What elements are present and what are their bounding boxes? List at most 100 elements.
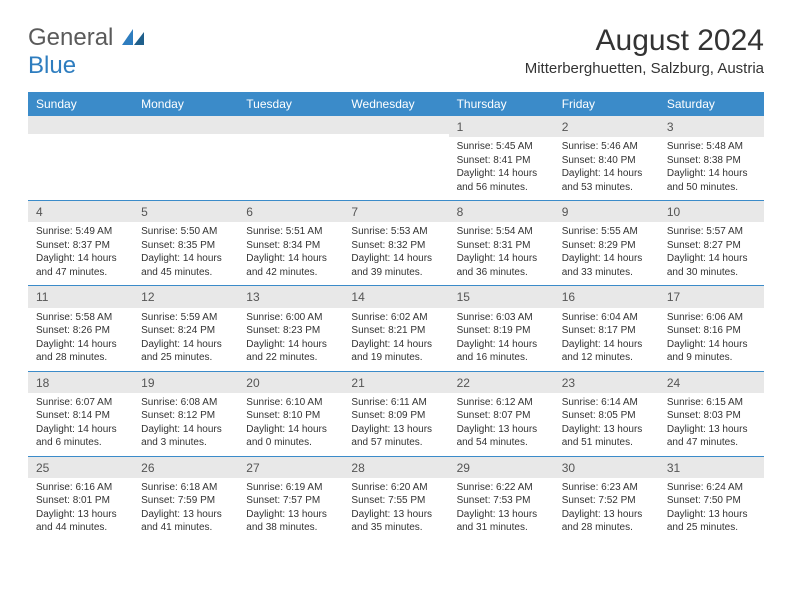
daylight: and 12 minutes. [562, 351, 651, 365]
calendar-week: 25Sunrise: 6:16 AMSunset: 8:01 PMDayligh… [28, 456, 764, 541]
calendar-cell: 13Sunrise: 6:00 AMSunset: 8:23 PMDayligh… [238, 286, 343, 371]
sunrise: Sunrise: 6:12 AM [457, 396, 546, 410]
calendar-cell: 18Sunrise: 6:07 AMSunset: 8:14 PMDayligh… [28, 371, 133, 456]
daylight: Daylight: 14 hours [36, 252, 125, 266]
title-block: August 2024 Mitterberghuetten, Salzburg,… [525, 24, 764, 77]
daylight: and 38 minutes. [246, 521, 335, 535]
weekday-row: SundayMondayTuesdayWednesdayThursdayFrid… [28, 92, 764, 116]
daylight: and 30 minutes. [667, 266, 756, 280]
calendar-cell: 20Sunrise: 6:10 AMSunset: 8:10 PMDayligh… [238, 371, 343, 456]
day-body: Sunrise: 5:49 AMSunset: 8:37 PMDaylight:… [28, 222, 133, 285]
day-number-empty [343, 116, 448, 134]
day-body: Sunrise: 6:23 AMSunset: 7:52 PMDaylight:… [554, 478, 659, 541]
sunset: Sunset: 8:01 PM [36, 494, 125, 508]
day-body-empty [28, 134, 133, 188]
logo-line2: Blue [28, 52, 76, 79]
calendar-cell: 26Sunrise: 6:18 AMSunset: 7:59 PMDayligh… [133, 456, 238, 541]
daylight: Daylight: 13 hours [562, 508, 651, 522]
daylight: and 35 minutes. [351, 521, 440, 535]
daylight: and 31 minutes. [457, 521, 546, 535]
sunrise: Sunrise: 6:11 AM [351, 396, 440, 410]
calendar-cell: 14Sunrise: 6:02 AMSunset: 8:21 PMDayligh… [343, 286, 448, 371]
day-body: Sunrise: 5:58 AMSunset: 8:26 PMDaylight:… [28, 308, 133, 371]
day-body: Sunrise: 6:00 AMSunset: 8:23 PMDaylight:… [238, 308, 343, 371]
daylight: Daylight: 14 hours [457, 167, 546, 181]
sunrise: Sunrise: 5:55 AM [562, 225, 651, 239]
calendar-cell [343, 116, 448, 201]
sunrise: Sunrise: 6:06 AM [667, 311, 756, 325]
sunset: Sunset: 8:37 PM [36, 239, 125, 253]
day-number: 4 [28, 201, 133, 222]
daylight: and 9 minutes. [667, 351, 756, 365]
day-body: Sunrise: 6:16 AMSunset: 8:01 PMDaylight:… [28, 478, 133, 541]
daylight: and 22 minutes. [246, 351, 335, 365]
calendar-week: 4Sunrise: 5:49 AMSunset: 8:37 PMDaylight… [28, 201, 764, 286]
sunset: Sunset: 8:12 PM [141, 409, 230, 423]
weekday-header: Tuesday [238, 92, 343, 116]
day-body: Sunrise: 5:48 AMSunset: 8:38 PMDaylight:… [659, 137, 764, 200]
sunrise: Sunrise: 5:49 AM [36, 225, 125, 239]
calendar-week: 18Sunrise: 6:07 AMSunset: 8:14 PMDayligh… [28, 371, 764, 456]
day-body: Sunrise: 6:07 AMSunset: 8:14 PMDaylight:… [28, 393, 133, 456]
sunrise: Sunrise: 6:15 AM [667, 396, 756, 410]
daylight: Daylight: 14 hours [667, 338, 756, 352]
logo-line1: General [28, 24, 113, 51]
daylight: and 39 minutes. [351, 266, 440, 280]
daylight: and 16 minutes. [457, 351, 546, 365]
daylight: and 57 minutes. [351, 436, 440, 450]
day-body: Sunrise: 6:15 AMSunset: 8:03 PMDaylight:… [659, 393, 764, 456]
sunset: Sunset: 8:05 PM [562, 409, 651, 423]
day-number: 11 [28, 286, 133, 307]
calendar-cell: 22 Sunrise: 6:12 AMSunset: 8:07 PMDayligh… [449, 371, 554, 456]
day-body: Sunrise: 5:57 AMSunset: 8:27 PMDaylight:… [659, 222, 764, 285]
calendar-cell: 4Sunrise: 5:49 AMSunset: 8:37 PMDaylight… [28, 201, 133, 286]
sunset: Sunset: 8:32 PM [351, 239, 440, 253]
day-number: 17 [659, 286, 764, 307]
calendar-cell: 29Sunrise: 6:22 AMSunset: 7:53 PMDayligh… [449, 456, 554, 541]
sunset: Sunset: 7:53 PM [457, 494, 546, 508]
day-number: 3 [659, 116, 764, 137]
daylight: Daylight: 14 hours [351, 338, 440, 352]
sunset: Sunset: 8:23 PM [246, 324, 335, 338]
day-number: 27 [238, 457, 343, 478]
weekday-header: Wednesday [343, 92, 448, 116]
sunset: Sunset: 7:52 PM [562, 494, 651, 508]
calendar-cell: 17Sunrise: 6:06 AMSunset: 8:16 PMDayligh… [659, 286, 764, 371]
sunrise: Sunrise: 5:54 AM [457, 225, 546, 239]
day-number: 18 [28, 372, 133, 393]
daylight: and 36 minutes. [457, 266, 546, 280]
calendar-cell [28, 116, 133, 201]
weekday-header: Thursday [449, 92, 554, 116]
daylight: and 19 minutes. [351, 351, 440, 365]
sunrise: Sunrise: 6:03 AM [457, 311, 546, 325]
location: Mitterberghuetten, Salzburg, Austria [525, 60, 764, 77]
weekday-header: Monday [133, 92, 238, 116]
sunset: Sunset: 8:31 PM [457, 239, 546, 253]
calendar-week: 11Sunrise: 5:58 AMSunset: 8:26 PMDayligh… [28, 286, 764, 371]
sail-icon [122, 24, 144, 51]
calendar-table: SundayMondayTuesdayWednesdayThursdayFrid… [28, 92, 764, 541]
day-number: 5 [133, 201, 238, 222]
sunset: Sunset: 8:19 PM [457, 324, 546, 338]
calendar-cell: 9Sunrise: 5:55 AMSunset: 8:29 PMDaylight… [554, 201, 659, 286]
day-number: 29 [449, 457, 554, 478]
sunset: Sunset: 8:27 PM [667, 239, 756, 253]
day-body: Sunrise: 6:24 AMSunset: 7:50 PMDaylight:… [659, 478, 764, 541]
daylight: Daylight: 14 hours [141, 423, 230, 437]
day-number: 22 [449, 372, 554, 393]
calendar-cell: 8Sunrise: 5:54 AMSunset: 8:31 PMDaylight… [449, 201, 554, 286]
sunset: Sunset: 8:07 PM [457, 409, 546, 423]
daylight: and 47 minutes. [36, 266, 125, 280]
daylight: Daylight: 13 hours [457, 423, 546, 437]
sunrise: Sunrise: 5:50 AM [141, 225, 230, 239]
calendar-cell [133, 116, 238, 201]
sunrise: Sunrise: 5:57 AM [667, 225, 756, 239]
daylight: and 50 minutes. [667, 181, 756, 195]
day-body: Sunrise: 6:20 AMSunset: 7:55 PMDaylight:… [343, 478, 448, 541]
daylight: Daylight: 14 hours [457, 338, 546, 352]
calendar-cell: 12Sunrise: 5:59 AMSunset: 8:24 PMDayligh… [133, 286, 238, 371]
daylight: Daylight: 13 hours [667, 423, 756, 437]
daylight: Daylight: 14 hours [141, 252, 230, 266]
day-body: Sunrise: 6:04 AMSunset: 8:17 PMDaylight:… [554, 308, 659, 371]
sunset: Sunset: 8:26 PM [36, 324, 125, 338]
